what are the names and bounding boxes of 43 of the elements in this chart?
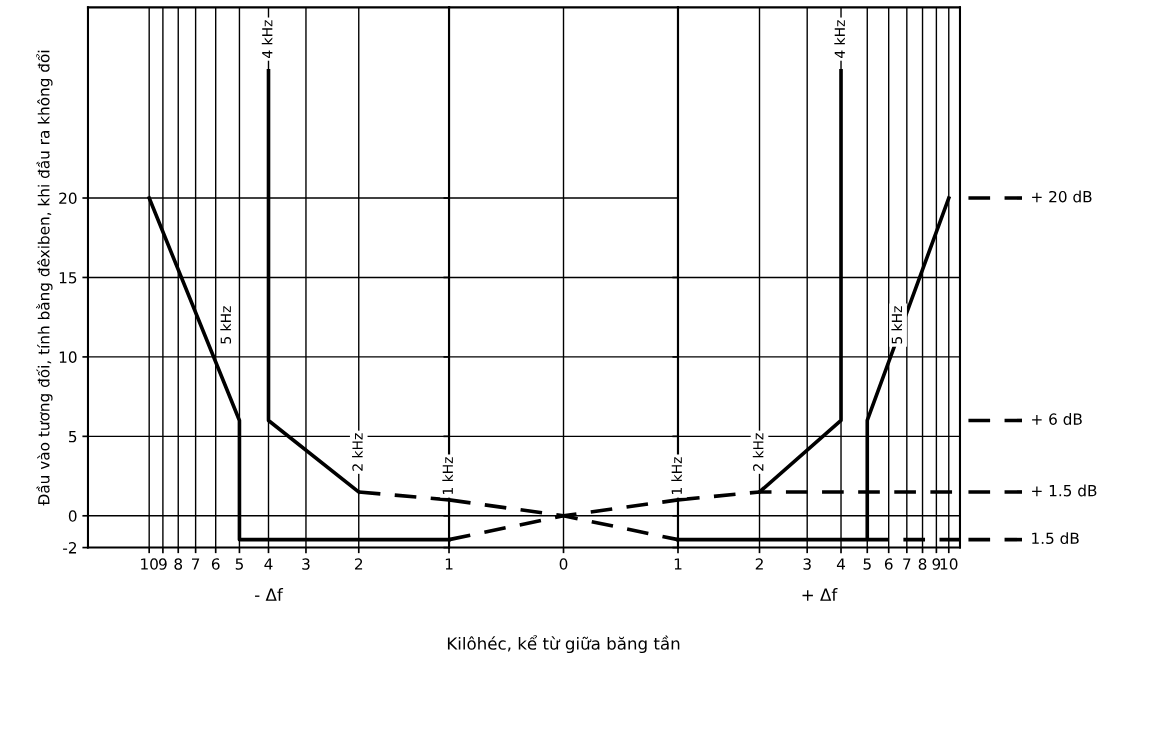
y-tick-label: -2 <box>63 542 77 554</box>
x-tick-label: 6 <box>211 558 220 570</box>
annotation: 2 kHz <box>752 433 764 471</box>
x-tick-label: 7 <box>903 558 911 570</box>
x-tick-label: 3 <box>803 558 811 570</box>
x-tick-label: 2 <box>755 558 763 570</box>
ref-line-label: + 6 dB <box>1032 413 1082 425</box>
x-tick-label: 6 <box>884 558 893 570</box>
y-axis-title: Đầu vào tương đối, tính bằng đêxiben, khi đầu ra không đổi <box>36 50 53 506</box>
y-tick-label: 20 <box>59 192 77 205</box>
x-tick-label: 1 <box>674 558 682 570</box>
x-tick-label: 5 <box>863 558 871 570</box>
annotation: 1 kHz <box>671 457 682 495</box>
text: - Δf <box>255 588 284 601</box>
x-axis-title: Kilôhéc, kể từ giữa băng tần <box>447 635 680 654</box>
x-tick-label: 4 <box>264 558 273 570</box>
x-tick-label: 10 <box>940 558 958 570</box>
x-tick-label: 0 <box>559 558 568 570</box>
x-tick-label: 3 <box>302 558 310 570</box>
y-tick-label: 5 <box>69 431 77 443</box>
x-tick-label: 8 <box>918 558 927 570</box>
x-tick-label: 2 <box>355 558 363 570</box>
text: + Δf <box>802 588 838 601</box>
y-tick-label: 0 <box>68 510 77 522</box>
x-tick-label: 9 <box>159 558 167 570</box>
x-tick-label: 5 <box>235 558 243 570</box>
x-tick-label: 7 <box>192 558 200 570</box>
annotation: 2 kHz <box>352 433 363 471</box>
y-tick-label: 10 <box>59 351 77 363</box>
x-tick-label: 9 <box>932 558 941 570</box>
ref-line-label: + 1.5 dB <box>1032 484 1097 497</box>
annotation: 4 kHz <box>834 20 845 58</box>
y-tick-label: 15 <box>59 272 77 284</box>
ref-line-label: 1.5 dB <box>1032 532 1079 545</box>
annotation: 5 kHz <box>891 306 903 344</box>
annotation: 1 kHz <box>442 457 453 495</box>
x-tick-label: 1 <box>445 558 453 570</box>
x-tick-label: 8 <box>174 558 183 570</box>
x-tick-label: 4 <box>836 558 846 570</box>
annotation: 5 kHz <box>220 306 232 344</box>
ref-line-label: + 20 dB <box>1032 190 1092 203</box>
x-tick-label: 10 <box>141 558 158 570</box>
annotation: 4 kHz <box>261 20 273 58</box>
